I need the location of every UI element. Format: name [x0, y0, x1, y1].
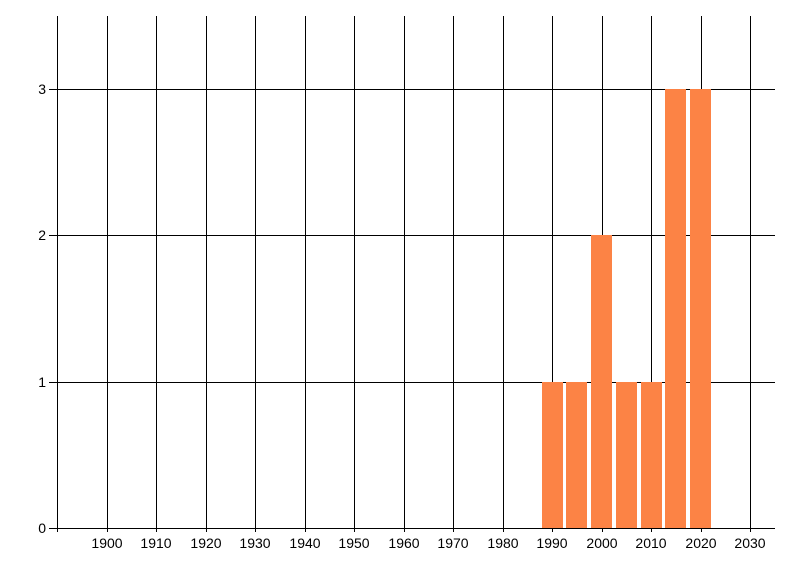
bar	[641, 382, 662, 528]
x-tick-label: 1950	[338, 535, 370, 551]
bar	[542, 382, 563, 528]
y-tick-label: 1	[38, 374, 46, 390]
bar	[591, 235, 612, 528]
v-gridline	[552, 16, 553, 532]
x-tick-label: 1930	[239, 535, 271, 551]
x-tick-label: 1960	[388, 535, 420, 551]
x-tick-label: 2030	[734, 535, 766, 551]
v-gridline	[503, 16, 504, 532]
v-gridline	[750, 16, 751, 532]
v-gridline	[354, 16, 355, 532]
bar	[665, 89, 686, 528]
y-tick-label: 2	[38, 227, 46, 243]
x-tick-label: 1980	[487, 535, 519, 551]
v-gridline	[651, 16, 652, 532]
v-gridline	[453, 16, 454, 532]
x-tick-label: 1970	[437, 535, 469, 551]
bar	[566, 382, 587, 528]
v-gridline	[107, 16, 108, 532]
v-gridline	[305, 16, 306, 532]
x-tick-label: 1920	[190, 535, 222, 551]
x-tick-label: 2010	[635, 535, 667, 551]
v-gridline	[404, 16, 405, 532]
x-tick-label: 1910	[140, 535, 172, 551]
h-gridline	[49, 89, 775, 90]
y-tick-label: 3	[38, 81, 46, 97]
h-gridline	[49, 235, 775, 236]
x-tick-label: 1990	[536, 535, 568, 551]
bar	[616, 382, 637, 528]
v-gridline	[206, 16, 207, 532]
h-gridline	[49, 382, 775, 383]
x-tick-label: 1940	[289, 535, 321, 551]
y-tick-label: 0	[38, 520, 46, 536]
x-tick-label: 2000	[586, 535, 618, 551]
v-gridline	[255, 16, 256, 532]
v-gridline	[156, 16, 157, 532]
v-gridline	[57, 16, 58, 532]
x-tick-label: 2020	[685, 535, 717, 551]
x-axis-line	[49, 528, 775, 529]
x-tick-label: 1900	[91, 535, 123, 551]
bar	[690, 89, 711, 528]
